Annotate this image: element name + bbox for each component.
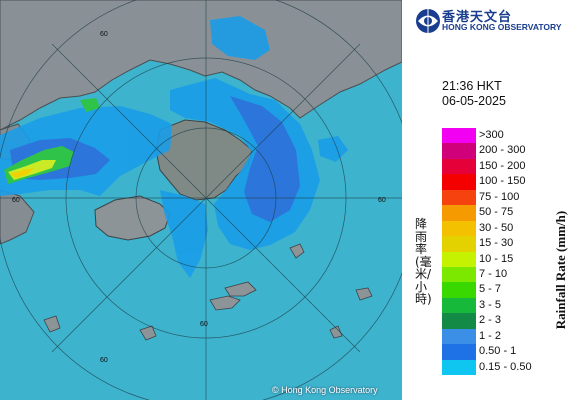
legend-swatch xyxy=(442,189,476,206)
legend-title-zh: 降雨率(毫米/小時) xyxy=(415,217,432,306)
ring-label-south: 60 xyxy=(200,321,208,328)
legend-label: >300 xyxy=(479,129,504,141)
legend-label: 2 - 3 xyxy=(479,314,502,327)
ring-label-east: 60 xyxy=(378,197,386,204)
legend-label: 1 - 2 xyxy=(479,329,502,342)
legend-label: 75 - 100 xyxy=(479,190,520,203)
observatory-name-en: HONG KONG OBSERVATORY xyxy=(442,22,562,32)
legend-label: 100 - 150 xyxy=(479,175,526,188)
ring-label-west: 60 xyxy=(12,197,20,204)
legend-label: 200 - 300 xyxy=(479,144,526,157)
legend-label: 3 - 5 xyxy=(479,298,502,311)
legend-swatch xyxy=(442,344,476,360)
observation-date: 06-05-2025 xyxy=(442,94,506,108)
legend-swatch xyxy=(442,313,476,329)
legend-label: 0.15 - 0.50 xyxy=(479,360,532,373)
lantau-island xyxy=(94,195,171,241)
legend-swatch xyxy=(442,236,476,252)
islands xyxy=(43,243,373,341)
legend-title-en: Rainfall Rate (mm/h) xyxy=(553,210,568,330)
ring-label-north: 60 xyxy=(100,31,108,38)
copyright-notice: © Hong Kong Observatory xyxy=(272,385,378,395)
legend-label: 50 - 75 xyxy=(479,206,514,219)
legend-swatch xyxy=(442,174,476,190)
observation-time: 21:36 HKT xyxy=(442,79,502,93)
ring-label-southwest: 60 xyxy=(100,357,108,364)
mainland-landmass xyxy=(0,0,402,131)
ring-labels: 60 60 60 60 60 xyxy=(12,31,386,364)
legend-label: 10 - 15 xyxy=(479,252,514,265)
radar-map: 60 60 60 60 60 © Hong Kong Observatory xyxy=(0,0,402,400)
legend-swatch xyxy=(442,282,476,298)
legend-swatch xyxy=(442,328,476,345)
observatory-logo xyxy=(414,6,574,36)
legend-label: 0.50 - 1 xyxy=(479,345,517,358)
info-panel: 香港天文台 HONG KONG OBSERVATORY 21:36 HKT 06… xyxy=(402,0,577,400)
range-rings xyxy=(0,0,402,400)
observatory-name-zh: 香港天文台 xyxy=(442,10,513,25)
legend-label: 30 - 50 xyxy=(479,221,514,234)
legend-swatch xyxy=(442,205,476,221)
legend-swatch xyxy=(442,297,476,314)
legend-swatch xyxy=(442,158,476,175)
rain-heavy xyxy=(4,98,100,184)
legend-label: 7 - 10 xyxy=(479,267,508,280)
legend-label: 15 - 30 xyxy=(479,237,514,250)
legend-swatch xyxy=(442,266,476,283)
legend-swatch xyxy=(442,143,476,159)
legend-label: 5 - 7 xyxy=(479,283,502,296)
legend-label: 150 - 200 xyxy=(479,159,526,172)
legend-swatch xyxy=(442,251,476,267)
radar-map-canvas: 60 60 60 60 60 xyxy=(0,0,402,400)
legend-swatch xyxy=(442,359,476,375)
hong-kong-territory xyxy=(155,119,253,201)
legend-swatch xyxy=(442,128,476,144)
observatory-emblem-icon xyxy=(416,9,440,33)
legend-swatch xyxy=(442,220,476,237)
